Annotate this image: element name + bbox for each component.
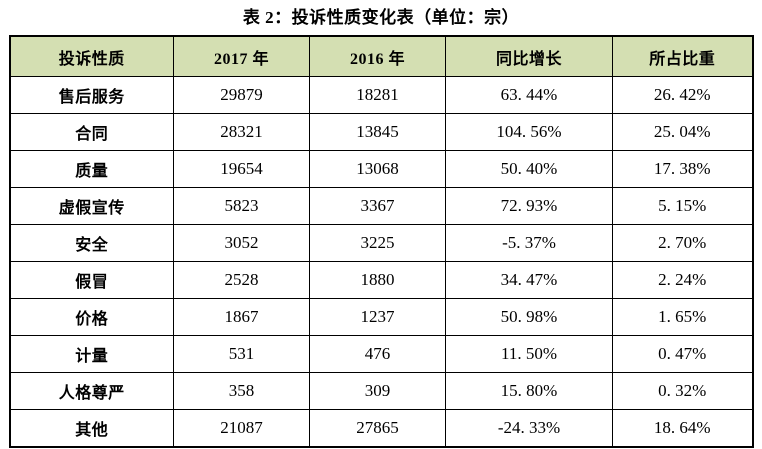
table-row: 质量 19654 13068 50. 40% 17. 38% xyxy=(9,150,753,188)
table-row: 假冒 2528 1880 34. 47% 2. 24% xyxy=(9,261,753,299)
value-2017-cell: 19654 xyxy=(173,150,310,188)
yoy-growth-cell: 11. 50% xyxy=(445,335,613,373)
share-cell: 17. 38% xyxy=(612,150,753,188)
table-row: 其他 21087 27865 -24. 33% 18. 64% xyxy=(9,409,753,448)
value-2017-cell: 531 xyxy=(173,335,310,373)
yoy-growth-cell: 63. 44% xyxy=(445,76,613,114)
table-row: 虚假宣传 5823 3367 72. 93% 5. 15% xyxy=(9,187,753,225)
value-2016-cell: 18281 xyxy=(309,76,446,114)
table-row: 人格尊严 358 309 15. 80% 0. 32% xyxy=(9,372,753,410)
table-body: 售后服务 29879 18281 63. 44% 26. 42% 合同 28321 13845… xyxy=(9,76,753,448)
share-cell: 25. 04% xyxy=(612,113,753,151)
yoy-growth-cell: 72. 93% xyxy=(445,187,613,225)
value-2016-cell: 309 xyxy=(309,372,446,410)
value-2017-cell: 5823 xyxy=(173,187,310,225)
complaint-nature-table: 投诉性质 2017 年 2016 年 同比增长 所占比重 售后服务 29879 18… xyxy=(8,35,754,448)
table-title: 表 2：投诉性质变化表（单位：宗） xyxy=(242,8,520,27)
row-label-cell: 安全 xyxy=(9,224,174,262)
value-2016-cell: 476 xyxy=(309,335,446,373)
table-row: 计量 531 476 11. 50% 0. 47% xyxy=(9,335,753,373)
row-label-cell: 售后服务 xyxy=(9,76,174,114)
share-cell: 0. 47% xyxy=(612,335,753,373)
value-2017-cell: 3052 xyxy=(173,224,310,262)
share-cell: 1. 65% xyxy=(612,298,753,336)
value-2017-cell: 29879 xyxy=(173,76,310,114)
row-label-cell: 假冒 xyxy=(9,261,174,299)
value-2016-cell: 1880 xyxy=(309,261,446,299)
yoy-growth-cell: 50. 40% xyxy=(445,150,613,188)
share-cell: 26. 42% xyxy=(612,76,753,114)
column-header-2017: 2017 年 xyxy=(173,35,310,77)
row-label-cell: 虚假宣传 xyxy=(9,187,174,225)
column-header-2016: 2016 年 xyxy=(309,35,446,77)
share-cell: 18. 64% xyxy=(612,409,753,448)
yoy-growth-cell: 34. 47% xyxy=(445,261,613,299)
yoy-growth-cell: -5. 37% xyxy=(445,224,613,262)
table-row: 合同 28321 13845 104. 56% 25. 04% xyxy=(9,113,753,151)
value-2016-cell: 27865 xyxy=(309,409,446,448)
value-2016-cell: 13845 xyxy=(309,113,446,151)
share-cell: 0. 32% xyxy=(612,372,753,410)
row-label-cell: 人格尊严 xyxy=(9,372,174,410)
row-label-cell: 其他 xyxy=(9,409,174,448)
value-2017-cell: 28321 xyxy=(173,113,310,151)
table-row: 安全 3052 3225 -5. 37% 2. 70% xyxy=(9,224,753,262)
row-label-cell: 合同 xyxy=(9,113,174,151)
column-header-yoy: 同比增长 xyxy=(445,35,613,77)
row-label-cell: 价格 xyxy=(9,298,174,336)
value-2016-cell: 13068 xyxy=(309,150,446,188)
table-header: 投诉性质 2017 年 2016 年 同比增长 所占比重 xyxy=(9,35,753,77)
header-row: 投诉性质 2017 年 2016 年 同比增长 所占比重 xyxy=(9,35,753,77)
value-2017-cell: 358 xyxy=(173,372,310,410)
value-2016-cell: 1237 xyxy=(309,298,446,336)
value-2016-cell: 3225 xyxy=(309,224,446,262)
value-2017-cell: 2528 xyxy=(173,261,310,299)
value-2016-cell: 3367 xyxy=(309,187,446,225)
row-label-cell: 质量 xyxy=(9,150,174,188)
table-row: 价格 1867 1237 50. 98% 1. 65% xyxy=(9,298,753,336)
share-cell: 5. 15% xyxy=(612,187,753,225)
share-cell: 2. 24% xyxy=(612,261,753,299)
column-header-share: 所占比重 xyxy=(612,35,753,77)
value-2017-cell: 21087 xyxy=(173,409,310,448)
row-label-cell: 计量 xyxy=(9,335,174,373)
yoy-growth-cell: 15. 80% xyxy=(445,372,613,410)
table-row: 售后服务 29879 18281 63. 44% 26. 42% xyxy=(9,76,753,114)
share-cell: 2. 70% xyxy=(612,224,753,262)
value-2017-cell: 1867 xyxy=(173,298,310,336)
yoy-growth-cell: -24. 33% xyxy=(445,409,613,448)
column-header-nature: 投诉性质 xyxy=(9,35,174,77)
yoy-growth-cell: 104. 56% xyxy=(445,113,613,151)
yoy-growth-cell: 50. 98% xyxy=(445,298,613,336)
